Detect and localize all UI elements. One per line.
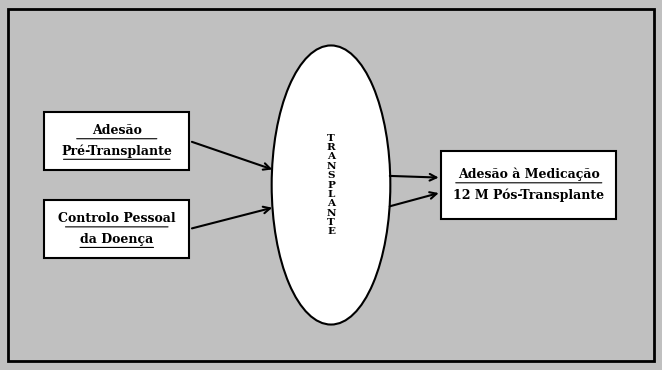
Text: da Doença: da Doença <box>80 233 154 246</box>
Text: Adesão: Adesão <box>92 124 142 137</box>
Text: Adesão à Medicação: Adesão à Medicação <box>458 168 600 181</box>
Ellipse shape <box>271 46 391 324</box>
Text: Controlo Pessoal: Controlo Pessoal <box>58 212 175 225</box>
FancyBboxPatch shape <box>44 112 189 170</box>
Text: 12 M Pós-Transplante: 12 M Pós-Transplante <box>453 189 604 202</box>
FancyBboxPatch shape <box>44 200 189 258</box>
Text: T
R
A
N
S
P
L
A
N
T
E: T R A N S P L A N T E <box>326 134 336 236</box>
Text: Pré-Transplante: Pré-Transplante <box>62 144 172 158</box>
FancyBboxPatch shape <box>442 151 616 219</box>
